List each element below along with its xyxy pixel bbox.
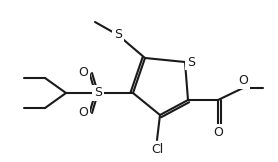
Text: O: O bbox=[213, 126, 223, 139]
Text: S: S bbox=[187, 56, 195, 69]
Text: S: S bbox=[94, 87, 102, 99]
Text: O: O bbox=[78, 106, 88, 120]
Text: S: S bbox=[114, 29, 122, 41]
Text: O: O bbox=[238, 74, 248, 87]
Text: O: O bbox=[78, 66, 88, 80]
Text: Cl: Cl bbox=[151, 143, 163, 156]
